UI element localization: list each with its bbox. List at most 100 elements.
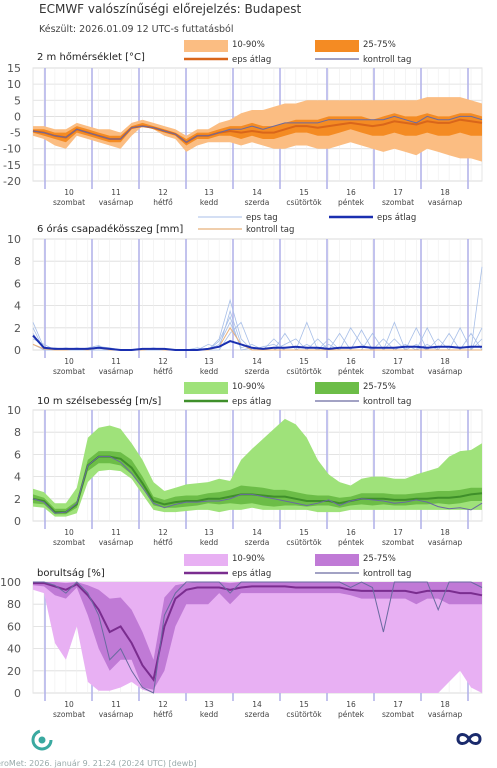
x-tick-day-name: szerda: [245, 367, 270, 376]
x-tick-day-name: szerda: [245, 710, 270, 719]
legend-label-mean: eps átlag: [232, 397, 271, 407]
x-tick-day-number: 11: [111, 188, 121, 197]
x-tick-day-number: 11: [111, 357, 121, 366]
legend-label-25-75: 25-75%: [363, 554, 396, 564]
x-tick-day-number: 16: [346, 528, 356, 537]
chart-panel-3: 108642010szombat11vasárnap12hétfő13kedd1…: [7, 382, 483, 547]
x-tick-day-number: 18: [440, 357, 450, 366]
legend-label-mean: eps átlag: [232, 55, 271, 65]
legend-swatch-10-90: [184, 382, 228, 394]
y-tick-label: 8: [14, 426, 21, 439]
y-tick-label: -5: [10, 127, 21, 140]
y-tick-label: 20: [7, 665, 21, 678]
legend-swatch-25-75: [315, 40, 359, 52]
legend-label-control: kontroll tag: [363, 55, 411, 65]
y-tick-label: 6: [14, 448, 21, 461]
legend-label-control: kontroll tag: [246, 225, 294, 235]
plot-area: [32, 238, 483, 351]
x-tick-day-name: csütörtök: [286, 198, 322, 207]
panel-title: borultság [%]: [37, 567, 105, 579]
x-tick-day-number: 12: [158, 188, 168, 197]
x-tick-day-number: 15: [299, 700, 309, 709]
series-control-line: [32, 115, 483, 143]
legend-swatch-25-75: [315, 382, 359, 394]
y-tick-label: -15: [3, 159, 21, 172]
x-tick-day-name: péntek: [338, 538, 365, 547]
x-tick-day-name: hétfő: [153, 198, 173, 207]
x-tick-day-number: 16: [346, 357, 356, 366]
chart-panel-1: 151050-5-10-15-2010szombat11vasárnap12hé…: [3, 40, 483, 207]
x-tick-day-number: 14: [252, 357, 262, 366]
x-tick-day-number: 15: [299, 357, 309, 366]
panel-title: 10 m szélsebesség [m/s]: [37, 395, 161, 407]
y-tick-label: 40: [7, 643, 21, 656]
legend-label-control: kontroll tag: [363, 397, 411, 407]
panel-title: 6 órás csapadékösszeg [mm]: [37, 223, 183, 235]
y-tick-label: 2: [14, 493, 21, 506]
legend-label-10-90: 10-90%: [232, 40, 265, 50]
x-tick-day-name: vasárnap: [99, 198, 134, 207]
x-tick-day-name: hétfő: [153, 367, 173, 376]
x-tick-day-number: 13: [204, 188, 214, 197]
x-tick-day-name: szerda: [245, 538, 270, 547]
y-tick-label: 10: [7, 404, 21, 417]
x-tick-day-name: csütörtök: [286, 367, 322, 376]
x-tick-day-name: kedd: [200, 367, 218, 376]
x-tick-day-number: 11: [111, 700, 121, 709]
x-tick-day-name: vasárnap: [99, 367, 134, 376]
y-tick-label: -10: [3, 143, 21, 156]
x-tick-day-name: péntek: [338, 367, 365, 376]
x-tick-day-name: szombat: [53, 538, 85, 547]
legend-label-25-75: 25-75%: [363, 382, 396, 392]
x-tick-day-name: szombat: [53, 367, 85, 376]
x-tick-day-number: 10: [64, 700, 74, 709]
y-tick-label: 15: [7, 62, 21, 75]
x-tick-day-number: 16: [346, 188, 356, 197]
x-tick-day-name: vasárnap: [99, 710, 134, 719]
y-tick-label: 5: [14, 94, 21, 107]
x-tick-day-number: 14: [252, 528, 262, 537]
x-tick-day-name: csütörtök: [286, 710, 322, 719]
x-tick-day-number: 17: [393, 528, 403, 537]
band-25-75: [33, 113, 482, 146]
x-tick-day-name: vasárnap: [428, 367, 463, 376]
y-tick-label: -20: [3, 175, 21, 188]
x-tick-day-name: szombat: [382, 198, 414, 207]
x-tick-day-number: 14: [252, 188, 262, 197]
y-tick-label: 8: [14, 255, 21, 268]
omsz-logo-icon: [31, 729, 53, 755]
ecmwf-logo-icon: [456, 731, 482, 751]
chart-panel-4: 10080604020010szombat11vasárnap12hétfő13…: [0, 554, 483, 719]
x-tick-day-name: péntek: [338, 710, 365, 719]
x-tick-day-number: 15: [299, 528, 309, 537]
x-tick-day-number: 13: [204, 357, 214, 366]
x-tick-day-number: 10: [64, 188, 74, 197]
x-tick-day-name: szombat: [53, 198, 85, 207]
x-tick-day-name: szombat: [382, 367, 414, 376]
x-tick-day-number: 15: [299, 188, 309, 197]
x-tick-day-name: kedd: [200, 198, 218, 207]
x-tick-day-name: hétfő: [153, 538, 173, 547]
x-tick-day-number: 18: [440, 188, 450, 197]
series-eps-mean-line: [33, 582, 483, 683]
x-tick-day-number: 12: [158, 357, 168, 366]
footer-credit: eroMet: 2026. január 9. 21:24 (20:24 UTC…: [0, 759, 197, 768]
x-tick-day-name: péntek: [338, 198, 365, 207]
y-tick-label: 0: [14, 515, 21, 528]
x-tick-day-name: csütörtök: [286, 538, 322, 547]
legend-label-25-75: 25-75%: [363, 40, 396, 50]
x-tick-day-number: 13: [204, 700, 214, 709]
legend-label-mean: eps átlag: [232, 569, 271, 579]
legend-label-10-90: 10-90%: [232, 554, 265, 564]
legend-label-member: eps tag: [246, 213, 278, 223]
y-tick-label: 60: [7, 620, 21, 633]
x-tick-day-number: 18: [440, 528, 450, 537]
x-tick-day-name: vasárnap: [428, 198, 463, 207]
x-tick-day-number: 12: [158, 528, 168, 537]
x-tick-day-number: 17: [393, 700, 403, 709]
x-tick-day-name: vasárnap: [99, 538, 134, 547]
legend-swatch-25-75: [315, 554, 359, 566]
y-tick-label: 100: [0, 576, 21, 589]
legend-label-control: kontroll tag: [363, 569, 411, 579]
